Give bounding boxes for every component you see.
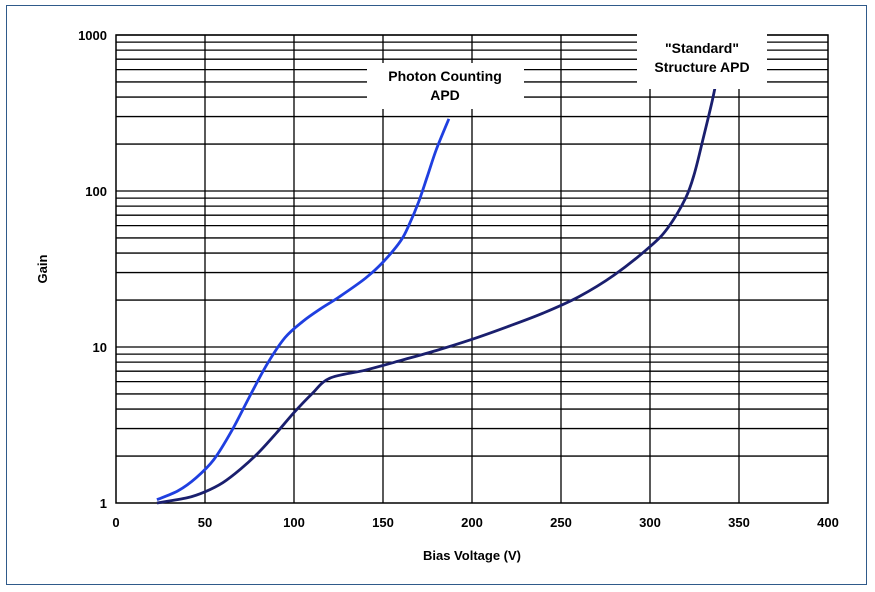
annotation-box — [637, 33, 767, 89]
series-line-1 — [156, 118, 451, 501]
gain-vs-bias-chart: 0 50 100 150 200 250 300 350 400 1 10 100 1000 Phot… — [35, 28, 839, 563]
annotations: Photon Counting APD "Standard" Structure AP… — [367, 33, 767, 109]
y-axis-title: Gain — [35, 254, 50, 283]
annotation-line: "Standard" — [665, 40, 739, 56]
plot-area-border — [115, 34, 829, 504]
x-tick-label: 50 — [198, 515, 212, 530]
annotation-line: APD — [430, 87, 460, 103]
series-line-2 — [156, 74, 720, 505]
x-tick-label: 0 — [112, 515, 119, 530]
x-tick-label: 150 — [372, 515, 394, 530]
annotation-2: "Standard" Structure APD — [637, 33, 767, 89]
y-tick-labels: 1 10 100 1000 — [78, 28, 107, 511]
y-tick-label: 100 — [85, 184, 107, 199]
x-tick-label: 250 — [550, 515, 572, 530]
x-tick-label: 300 — [639, 515, 661, 530]
annotation-1: Photon Counting APD — [367, 63, 524, 109]
series-layer — [156, 74, 720, 505]
plot-border — [115, 34, 829, 504]
y-tick-label: 1 — [100, 496, 107, 511]
x-tick-label: 400 — [817, 515, 839, 530]
annotation-box — [367, 63, 524, 109]
annotation-line: Photon Counting — [388, 68, 502, 84]
x-tick-label: 100 — [283, 515, 305, 530]
annotation-line: Structure APD — [654, 59, 749, 75]
x-tick-label: 200 — [461, 515, 483, 530]
x-tick-label: 350 — [728, 515, 750, 530]
chart-frame: 0 50 100 150 200 250 300 350 400 1 10 100 1000 Phot… — [6, 5, 867, 585]
y-tick-label: 1000 — [78, 28, 107, 43]
y-tick-label: 10 — [93, 340, 107, 355]
x-tick-labels: 0 50 100 150 200 250 300 350 400 — [112, 515, 838, 530]
x-axis-title: Bias Voltage (V) — [423, 548, 521, 563]
